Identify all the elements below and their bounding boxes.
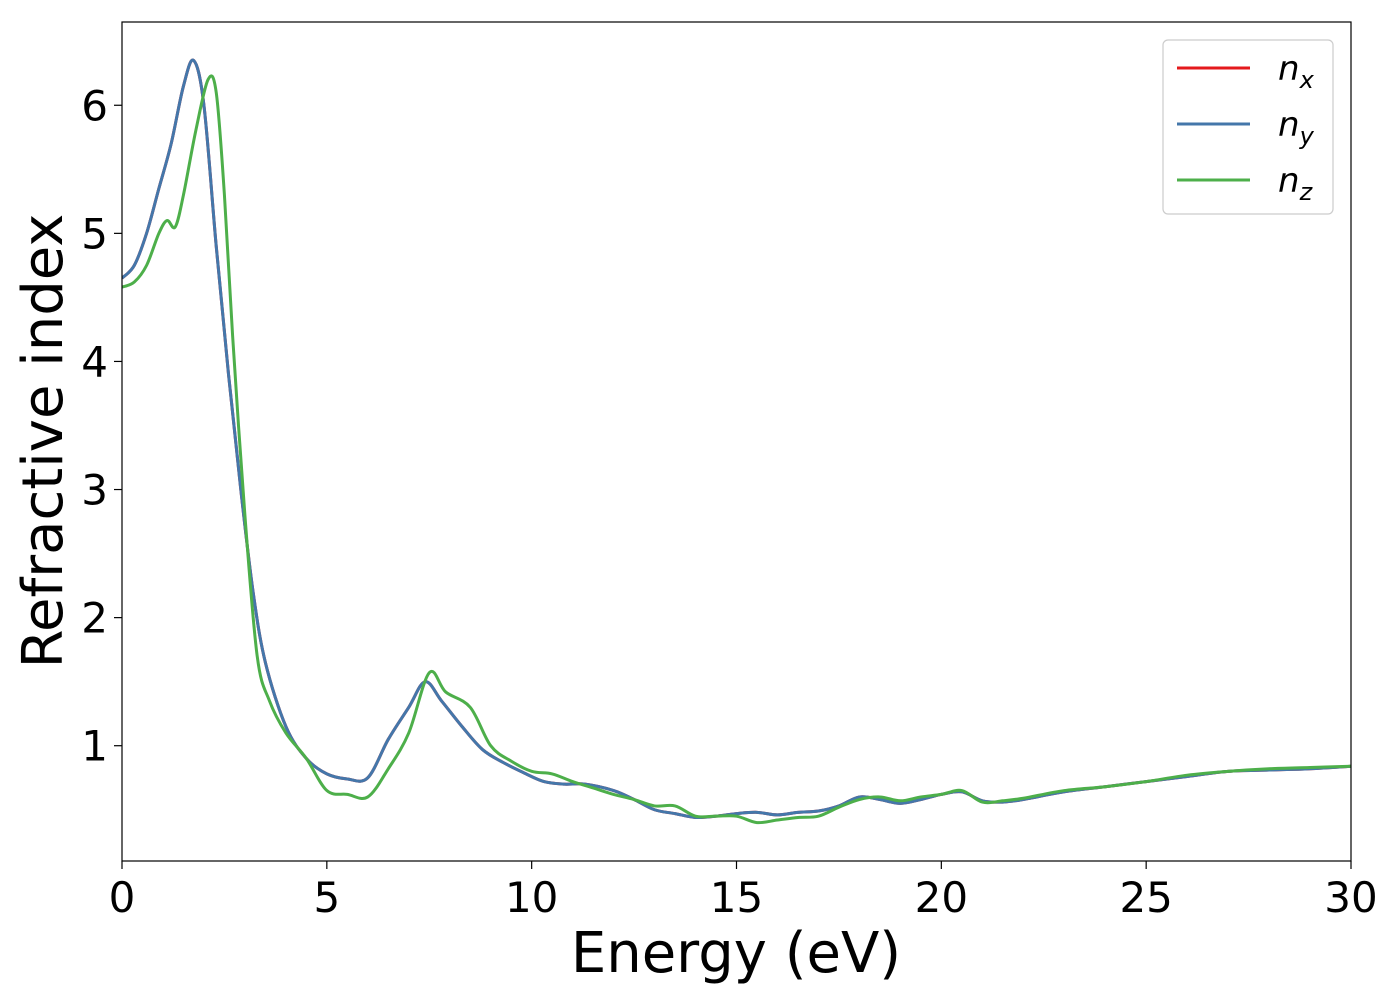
x-tick-label: 10 xyxy=(505,873,558,922)
y-tick-label: 3 xyxy=(81,466,108,515)
y-tick-label: 5 xyxy=(81,209,108,258)
legend-label-z: nz xyxy=(1278,161,1314,206)
x-tick-label: 30 xyxy=(1324,873,1377,922)
x-axis-title: Energy (eV) xyxy=(571,921,901,986)
series-line-z xyxy=(122,74,1351,825)
y-tick-label: 1 xyxy=(81,722,108,771)
x-tick-label: 15 xyxy=(710,873,763,922)
x-axis: 0 5 10 15 20 25 30 xyxy=(109,861,1378,922)
x-tick-label: 0 xyxy=(109,873,136,922)
legend-label-x: nx xyxy=(1278,49,1315,94)
y-tick-label: 4 xyxy=(81,337,108,386)
x-tick-label: 5 xyxy=(313,873,340,922)
plot-area xyxy=(122,22,1351,861)
legend-box xyxy=(1162,39,1334,215)
legend-label-y: ny xyxy=(1278,105,1315,150)
legend: nx ny nz xyxy=(1162,39,1334,215)
x-tick-label: 20 xyxy=(915,873,968,922)
y-tick-label: 2 xyxy=(81,594,108,643)
series-layer xyxy=(122,58,1351,825)
x-tick-label: 25 xyxy=(1119,873,1172,922)
y-axis: 1 2 3 4 5 6 xyxy=(81,81,122,771)
y-axis-title: Refractive index xyxy=(11,214,76,669)
y-tick-label: 6 xyxy=(81,81,108,130)
